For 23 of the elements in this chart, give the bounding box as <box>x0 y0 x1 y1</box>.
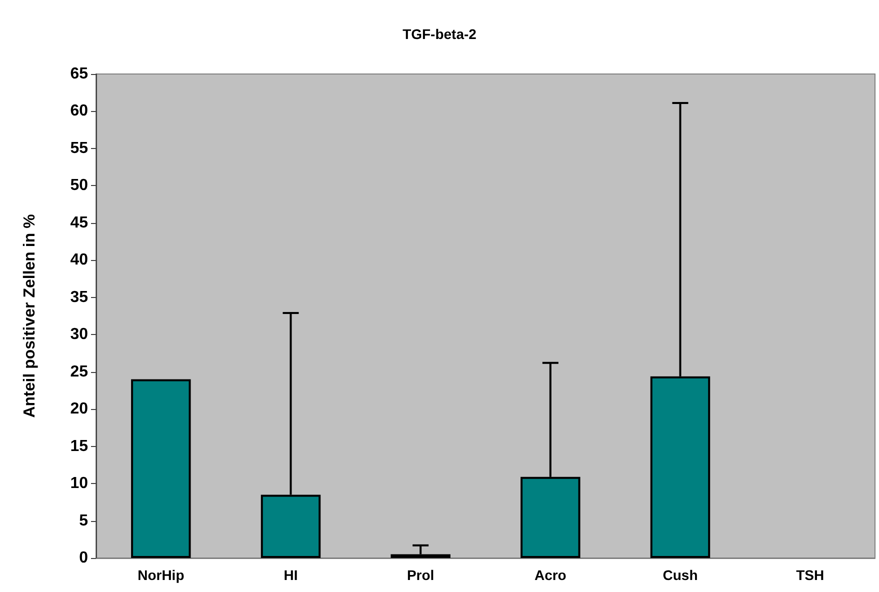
y-tick-label: 60 <box>70 102 88 120</box>
y-tick-label: 55 <box>70 140 88 157</box>
x-tick-label: NorHip <box>138 567 184 583</box>
bar <box>131 379 191 558</box>
y-tick-label: 50 <box>70 177 88 194</box>
y-tick-label: 0 <box>79 550 88 566</box>
y-tick-label: 30 <box>70 326 88 344</box>
y-tick-label: 25 <box>70 363 88 380</box>
x-tick-label: Acro <box>534 567 566 583</box>
y-tick-label: 5 <box>79 512 88 530</box>
chart-title: TGF-beta-2 <box>402 26 477 42</box>
x-tick-label: Cush <box>662 567 698 583</box>
y-tick-label: 45 <box>70 214 88 232</box>
x-tick-label: Prol <box>406 567 434 583</box>
x-tick-label: HI <box>284 567 298 583</box>
y-tick-label: 20 <box>70 400 88 418</box>
y-tick-label: 15 <box>70 438 88 455</box>
y-tick-label: 40 <box>70 252 88 269</box>
y-tick-label: 10 <box>70 475 88 492</box>
x-tick-label: TSH <box>796 567 824 583</box>
y-tick-label: 35 <box>70 288 88 306</box>
y-tick-label: 65 <box>70 66 88 82</box>
y-axis-title: Anteil positiver Zellen in % <box>22 214 38 418</box>
